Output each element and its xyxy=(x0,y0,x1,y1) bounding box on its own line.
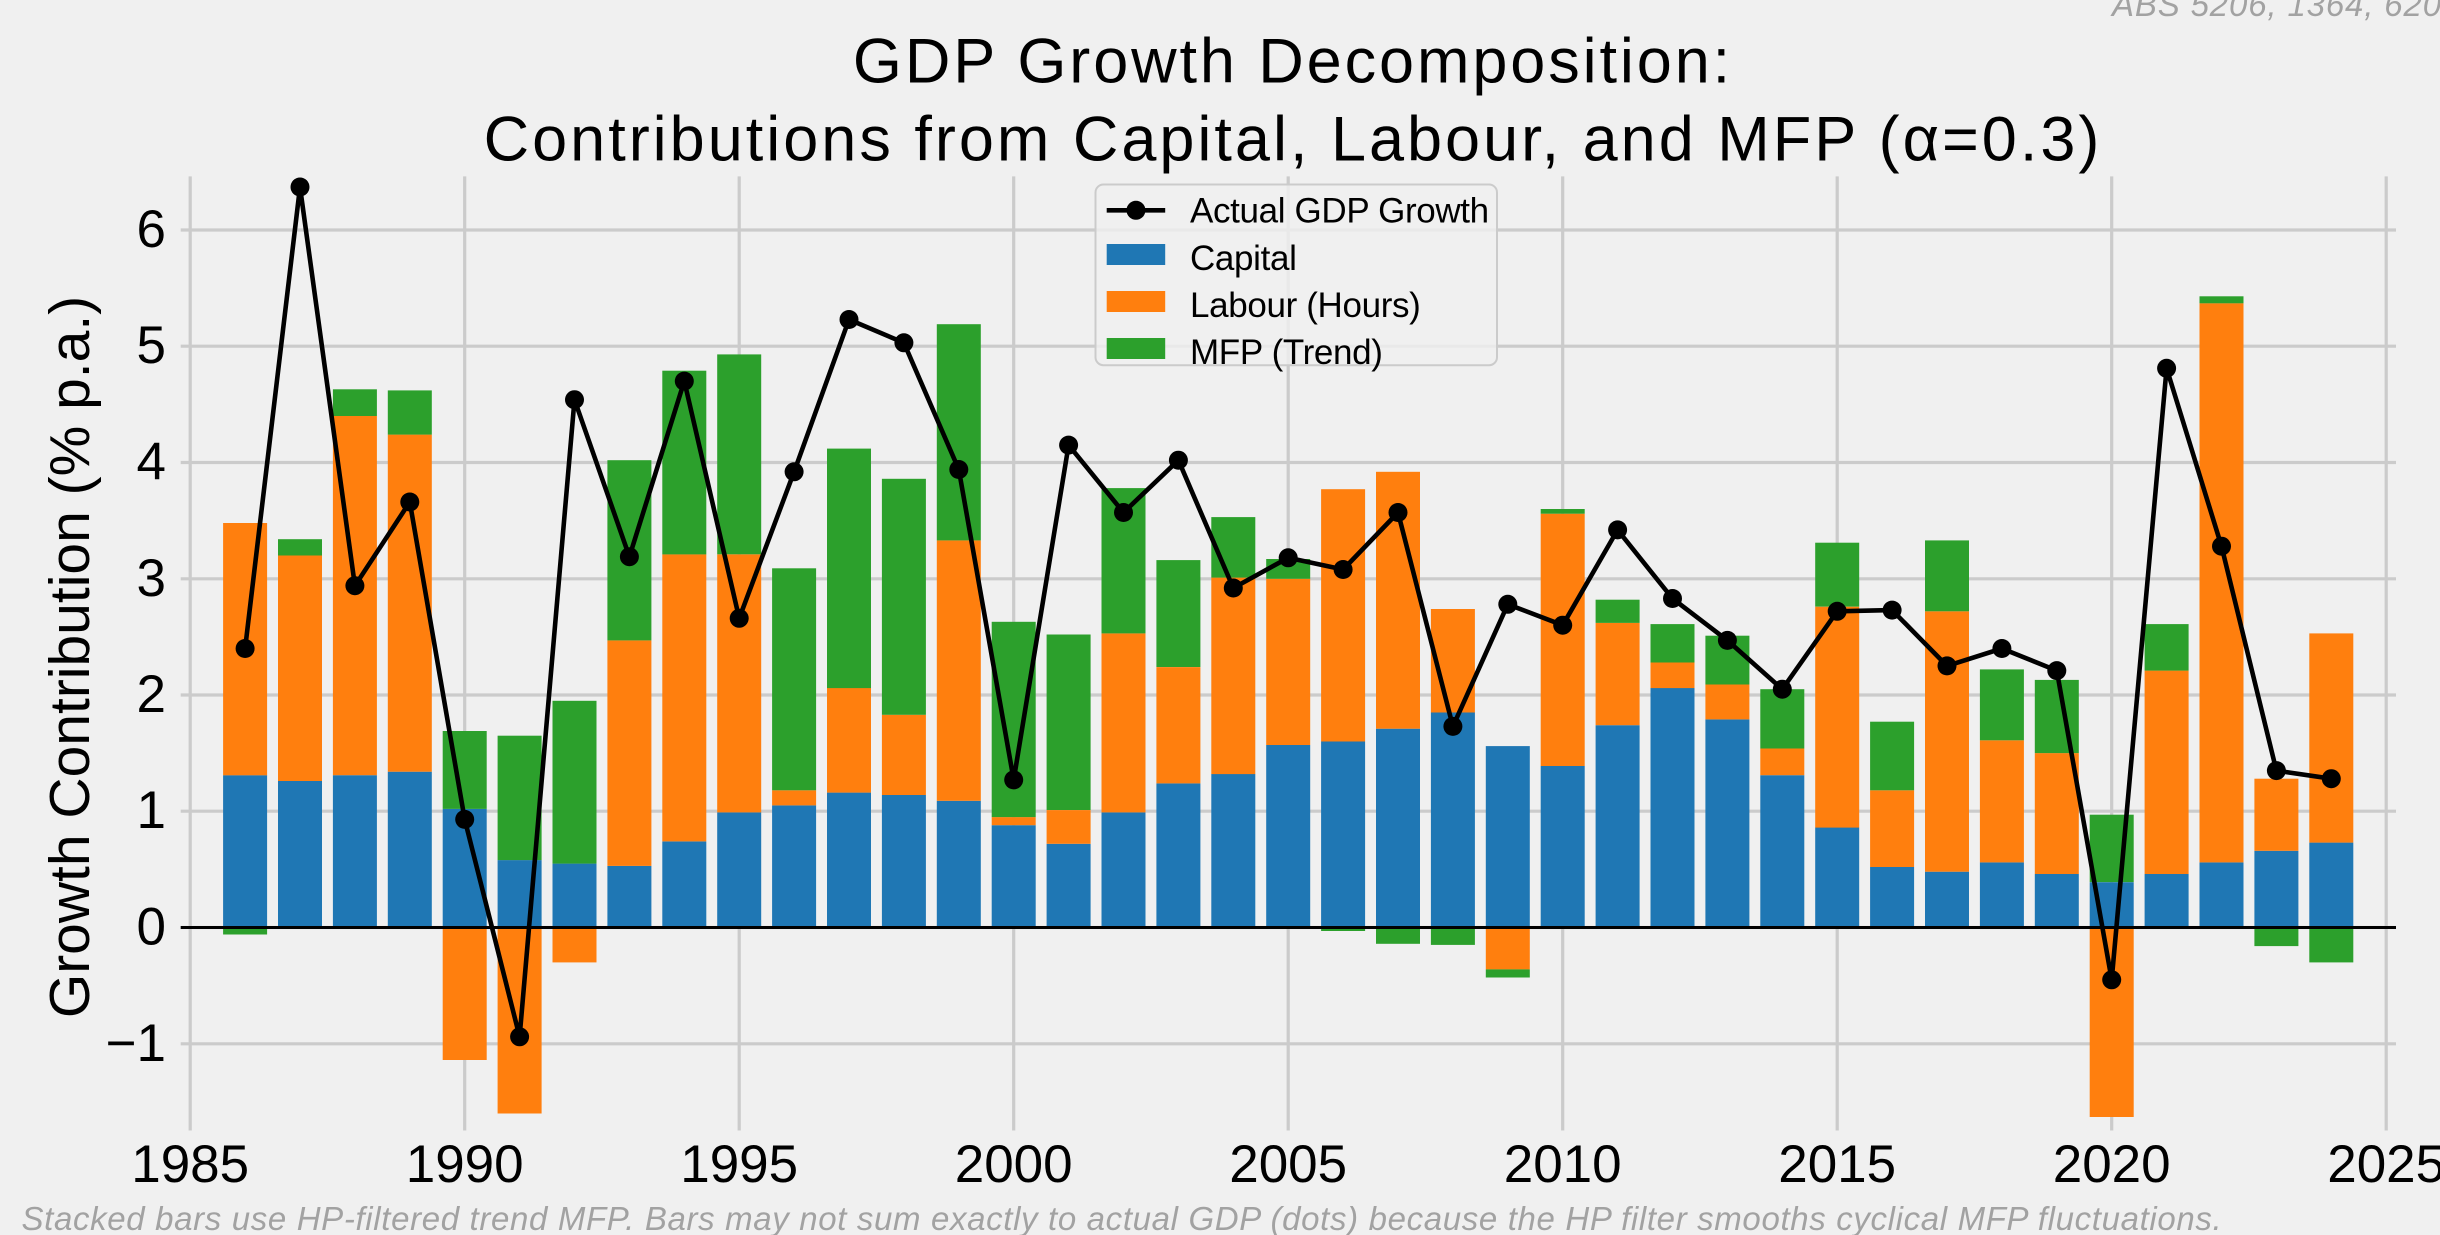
svg-text:−1: −1 xyxy=(106,1014,166,1073)
svg-text:1995: 1995 xyxy=(680,1135,798,1194)
svg-text:Growth Contribution (% p.a.): Growth Contribution (% p.a.) xyxy=(38,296,102,1018)
svg-text:Labour (Hours): Labour (Hours) xyxy=(1190,286,1420,325)
svg-text:1990: 1990 xyxy=(406,1135,524,1194)
svg-text:2020: 2020 xyxy=(2053,1135,2171,1194)
svg-text:2010: 2010 xyxy=(1504,1135,1622,1194)
svg-text:2025: 2025 xyxy=(2327,1135,2440,1194)
svg-text:Contributions from Capital, La: Contributions from Capital, Labour, and … xyxy=(484,105,2103,175)
svg-text:Stacked bars use HP-filtered t: Stacked bars use HP-filtered trend MFP. … xyxy=(22,1200,2223,1235)
svg-text:Capital: Capital xyxy=(1190,239,1297,278)
svg-text:Actual GDP Growth: Actual GDP Growth xyxy=(1190,192,1489,231)
svg-text:MFP (Trend): MFP (Trend) xyxy=(1190,333,1383,372)
svg-text:0: 0 xyxy=(137,898,166,957)
svg-text:1: 1 xyxy=(137,781,166,840)
svg-text:2: 2 xyxy=(137,665,166,724)
svg-text:GDP Growth Decomposition:: GDP Growth Decomposition: xyxy=(853,26,1733,96)
svg-text:3: 3 xyxy=(137,549,166,608)
svg-text:1985: 1985 xyxy=(131,1135,249,1194)
svg-text:2000: 2000 xyxy=(955,1135,1073,1194)
svg-text:2005: 2005 xyxy=(1229,1135,1347,1194)
svg-text:4: 4 xyxy=(137,433,166,492)
svg-text:5: 5 xyxy=(137,316,166,375)
svg-text:6: 6 xyxy=(137,200,166,259)
svg-text:2015: 2015 xyxy=(1778,1135,1896,1194)
svg-text:ABS 5206, 1364, 6202.0: ABS 5206, 1364, 6202.0 xyxy=(2110,0,2440,23)
